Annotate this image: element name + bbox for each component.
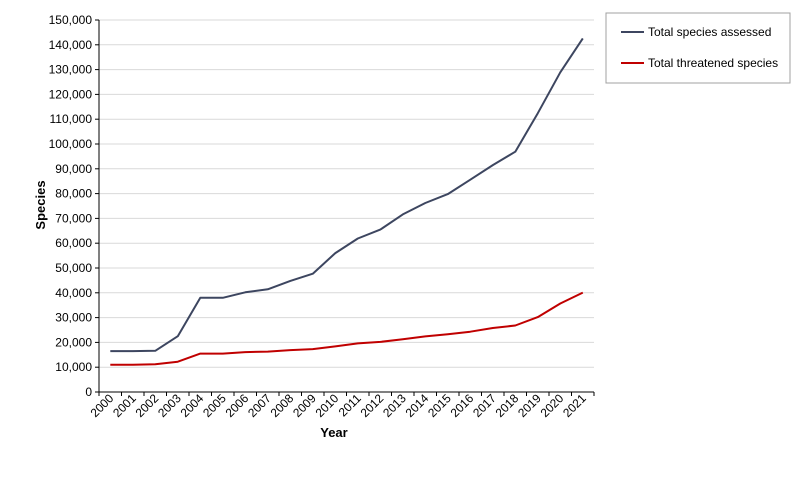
y-tick-label: 30,000 bbox=[55, 311, 92, 325]
y-tick-label: 10,000 bbox=[55, 360, 92, 374]
x-tick-label: 2019 bbox=[515, 391, 544, 420]
series-line-2 bbox=[110, 291, 584, 366]
axes bbox=[98, 20, 594, 393]
legend-label-1: Total species assessed bbox=[648, 25, 771, 39]
x-axis-ticks: 2000200120022003200420052006200720082009… bbox=[88, 391, 595, 420]
x-tick-label: 2003 bbox=[155, 391, 184, 420]
y-tick-label: 140,000 bbox=[49, 38, 93, 52]
y-tick-label: 100,000 bbox=[49, 137, 93, 151]
x-tick-label: 2004 bbox=[178, 391, 207, 420]
x-tick-label: 2009 bbox=[290, 391, 319, 420]
x-axis-title: Year bbox=[320, 425, 347, 440]
series-line-1 bbox=[110, 37, 584, 353]
legend: Total species assessed Total threatened s… bbox=[605, 12, 791, 84]
series-lines bbox=[110, 37, 584, 366]
y-tick-label: 50,000 bbox=[55, 261, 92, 275]
y-tick-label: 130,000 bbox=[49, 63, 93, 77]
x-tick-label: 2006 bbox=[223, 391, 252, 420]
x-tick-label: 2013 bbox=[380, 391, 409, 420]
y-tick-label: 20,000 bbox=[55, 335, 92, 349]
x-tick-label: 2001 bbox=[110, 391, 139, 420]
gridlines bbox=[99, 19, 594, 368]
y-axis-ticks: 0 10,000 20,000 30,000 40,000 50,000 60,000 70,… bbox=[49, 13, 99, 399]
x-tick-label: 2015 bbox=[425, 391, 454, 420]
legend-label-2: Total threatened species bbox=[648, 56, 778, 70]
y-tick-label: 70,000 bbox=[55, 211, 92, 225]
y-tick-label: 80,000 bbox=[55, 187, 92, 201]
x-tick-label: 2008 bbox=[268, 391, 297, 420]
x-tick-label: 2002 bbox=[133, 391, 162, 420]
x-tick-label: 2010 bbox=[313, 391, 342, 420]
x-tick-label: 2014 bbox=[403, 391, 432, 420]
y-tick-label: 110,000 bbox=[50, 112, 93, 126]
x-tick-label: 2021 bbox=[560, 391, 589, 420]
y-tick-label: 40,000 bbox=[55, 286, 92, 300]
y-tick-label: 60,000 bbox=[55, 236, 92, 250]
y-tick-label: 150,000 bbox=[49, 13, 93, 27]
x-tick-label: 2017 bbox=[470, 391, 499, 420]
y-tick-label: 0 bbox=[85, 385, 92, 399]
y-axis-title: Species bbox=[33, 180, 48, 229]
x-tick-label: 2011 bbox=[336, 391, 364, 419]
x-tick-label: 2012 bbox=[358, 391, 387, 420]
legend-box bbox=[605, 12, 791, 84]
x-tick-label: 2018 bbox=[493, 391, 522, 420]
x-tick-label: 2005 bbox=[200, 391, 229, 420]
x-tick-label: 2007 bbox=[245, 391, 274, 420]
x-tick-label: 2016 bbox=[448, 391, 477, 420]
y-tick-label: 120,000 bbox=[49, 87, 93, 101]
x-tick-label: 2020 bbox=[538, 391, 567, 420]
y-tick-label: 90,000 bbox=[55, 162, 92, 176]
